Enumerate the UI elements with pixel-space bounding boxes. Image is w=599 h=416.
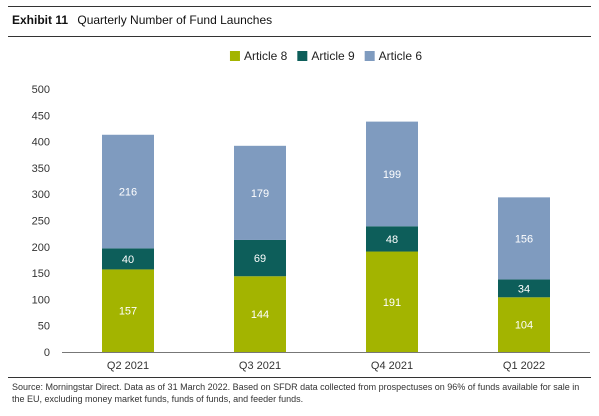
source-note: Source: Morningstar Direct. Data as of 3… xyxy=(12,382,580,404)
data-label: 144 xyxy=(251,309,269,321)
data-label: 191 xyxy=(383,297,401,309)
data-label: 199 xyxy=(383,169,401,181)
top-rule xyxy=(8,6,591,7)
data-label: 157 xyxy=(119,306,137,318)
y-tick-label: 500 xyxy=(32,84,50,96)
y-tick-label: 400 xyxy=(32,137,50,149)
data-label: 179 xyxy=(251,188,269,200)
legend-label: Article 8 xyxy=(244,49,288,63)
bar-segment xyxy=(498,197,550,280)
bar-segment xyxy=(102,134,154,249)
legend-label: Article 9 xyxy=(311,49,355,63)
footer-rule xyxy=(8,377,591,378)
bar-segment xyxy=(234,239,286,277)
y-axis: 0 50 100 150 200 250 300 350 400 450 500 xyxy=(32,84,50,359)
x-tick-label: Q2 2021 xyxy=(107,360,149,372)
x-tick-label: Q4 2021 xyxy=(371,360,413,372)
bar-segment xyxy=(366,226,418,252)
y-tick-label: 200 xyxy=(32,242,50,254)
y-tick-label: 50 xyxy=(38,321,50,333)
bar-segment xyxy=(234,276,286,352)
x-axis: Q2 2021 Q3 2021 Q4 2021 Q1 2022 xyxy=(62,352,590,372)
stacked-bar-chart: Article 8 Article 9 Article 6 0 50 100 150 200… xyxy=(32,49,590,372)
data-label: 156 xyxy=(515,233,533,245)
legend-swatch xyxy=(297,51,308,61)
bar-segment xyxy=(366,251,418,352)
y-tick-label: 450 xyxy=(32,110,50,122)
data-label: 48 xyxy=(386,234,398,246)
y-tick-label: 250 xyxy=(32,216,50,228)
legend-item: Article 9 xyxy=(297,49,355,63)
legend-item: Article 8 xyxy=(229,49,288,63)
exhibit-header: Exhibit 11 Quarterly Number of Fund Laun… xyxy=(12,13,272,27)
exhibit-number: Exhibit 11 xyxy=(12,13,69,27)
data-label: 40 xyxy=(122,254,134,266)
y-tick-label: 100 xyxy=(32,294,50,306)
y-tick-label: 0 xyxy=(44,347,50,359)
legend-swatch xyxy=(229,51,240,61)
header-rule xyxy=(8,36,591,37)
legend-item: Article 6 xyxy=(364,49,423,63)
bar-segment xyxy=(234,145,286,240)
bar-segment xyxy=(498,297,550,352)
bar-segment xyxy=(102,248,154,270)
bar-segment xyxy=(366,121,418,227)
data-label: 104 xyxy=(515,320,533,332)
x-tick-label: Q3 2021 xyxy=(239,360,281,372)
y-tick-label: 350 xyxy=(32,163,50,175)
x-tick-label: Q1 2022 xyxy=(503,360,545,372)
y-tick-label: 150 xyxy=(32,268,50,280)
data-label: 34 xyxy=(518,283,530,295)
bars: 157 40 216 144 69 179 191 48 199 104 34 156 xyxy=(102,121,550,352)
data-label: 69 xyxy=(254,253,266,265)
legend: Article 8 Article 9 Article 6 xyxy=(229,49,423,63)
legend-label: Article 6 xyxy=(379,49,423,63)
chart-title: Quarterly Number of Fund Launches xyxy=(77,13,273,27)
data-label: 216 xyxy=(119,187,137,199)
bar-segment xyxy=(102,269,154,352)
legend-swatch xyxy=(364,51,375,61)
bar-segment xyxy=(498,279,550,298)
y-tick-label: 300 xyxy=(32,189,50,201)
